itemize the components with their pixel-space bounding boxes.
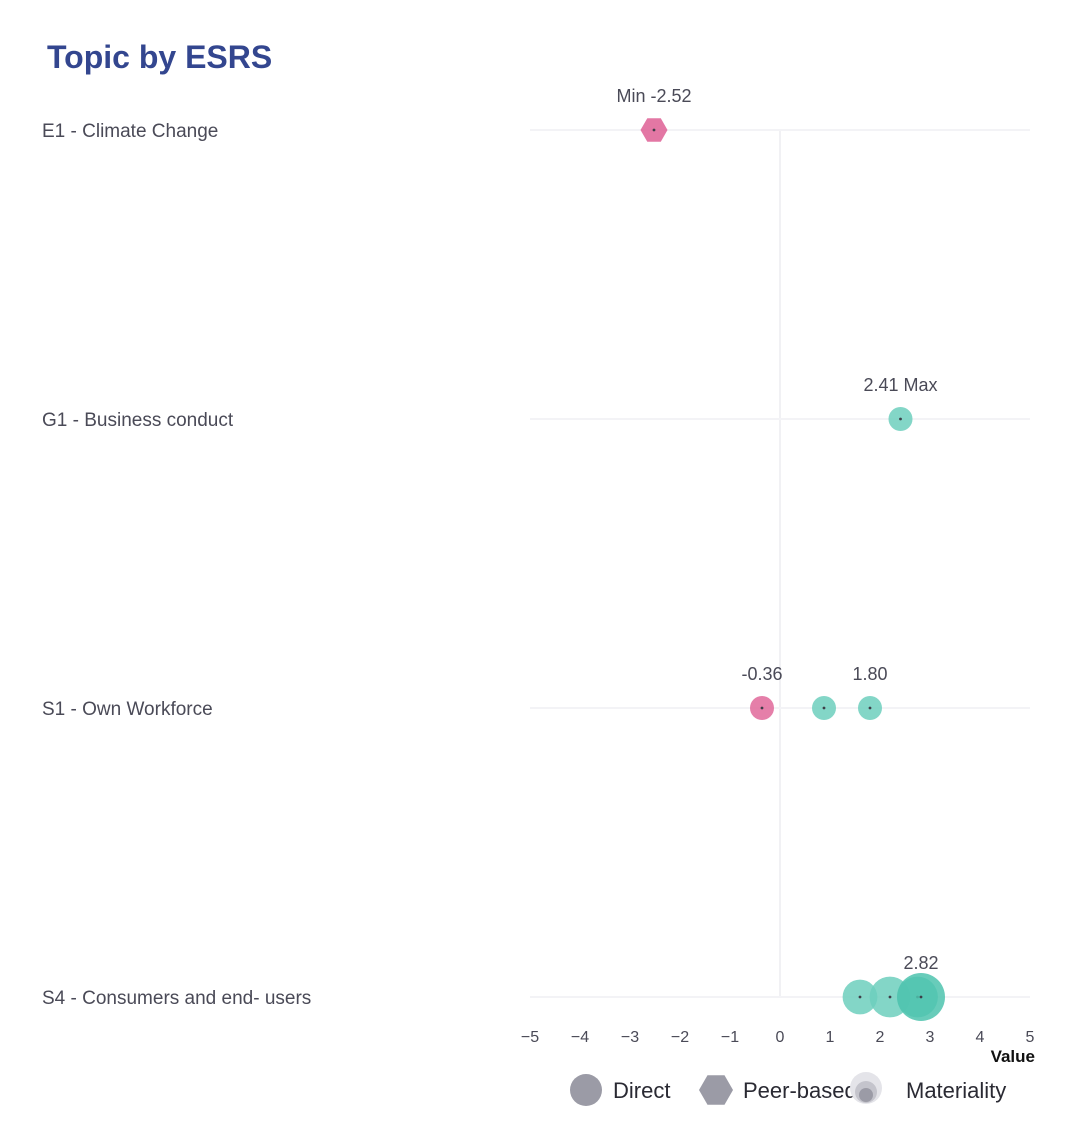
data-label: 1.80 bbox=[852, 664, 887, 684]
data-label: 2.41 Max bbox=[863, 375, 937, 395]
data-point-center bbox=[822, 706, 826, 710]
legend-label: Peer-based bbox=[743, 1078, 857, 1103]
x-tick-label: −4 bbox=[571, 1029, 589, 1046]
x-tick-label: −3 bbox=[621, 1029, 639, 1046]
category-label: E1 - Climate Change bbox=[42, 121, 218, 142]
x-tick-label: 2 bbox=[876, 1029, 885, 1046]
legend-item-direct: Direct bbox=[570, 1074, 670, 1106]
data-label: Min -2.52 bbox=[616, 86, 691, 106]
legend: Direct Peer-based Materiality bbox=[570, 1072, 1006, 1106]
x-tick-label: −5 bbox=[521, 1029, 539, 1046]
x-tick-label: 4 bbox=[976, 1029, 985, 1046]
data-point-center bbox=[888, 995, 892, 999]
legend-marker-circle-small bbox=[859, 1088, 873, 1102]
legend-label: Materiality bbox=[906, 1078, 1006, 1103]
data-labels: Min -2.52 2.41 Max -0.36 1.80 2.82 bbox=[616, 86, 938, 973]
data-points bbox=[640, 118, 945, 1021]
x-tick-label: −2 bbox=[671, 1029, 689, 1046]
data-point-center bbox=[652, 128, 656, 132]
data-label: 2.82 bbox=[903, 953, 938, 973]
legend-marker-hexagon bbox=[699, 1075, 733, 1105]
x-tick-label: 5 bbox=[1026, 1029, 1035, 1046]
legend-item-materiality: Materiality bbox=[850, 1072, 1006, 1104]
legend-label: Direct bbox=[613, 1078, 670, 1103]
x-axis: −5 −4 −3 −2 −1 0 1 2 3 4 5 bbox=[521, 1029, 1035, 1046]
category-label: G1 - Business conduct bbox=[42, 410, 234, 431]
data-point-center bbox=[760, 706, 764, 710]
data-point-center bbox=[919, 995, 923, 999]
data-point-center bbox=[899, 417, 902, 421]
category-labels: E1 - Climate Change G1 - Business conduct… bbox=[42, 121, 311, 1009]
x-axis-label: Value bbox=[991, 1047, 1035, 1066]
legend-item-peer-based: Peer-based bbox=[699, 1075, 857, 1105]
x-tick-label: 1 bbox=[826, 1029, 835, 1046]
data-label: -0.36 bbox=[741, 664, 782, 684]
chart-title: Topic by ESRS bbox=[47, 39, 272, 75]
category-label: S1 - Own Workforce bbox=[42, 699, 213, 720]
x-tick-label: 0 bbox=[776, 1029, 785, 1046]
data-point-center bbox=[868, 706, 872, 710]
legend-marker-circle bbox=[570, 1074, 602, 1106]
category-label: S4 - Consumers and end- users bbox=[42, 988, 311, 1009]
grid bbox=[530, 129, 1030, 998]
x-tick-label: 3 bbox=[926, 1029, 935, 1046]
data-point-center bbox=[858, 995, 862, 999]
x-tick-label: −1 bbox=[721, 1029, 739, 1046]
